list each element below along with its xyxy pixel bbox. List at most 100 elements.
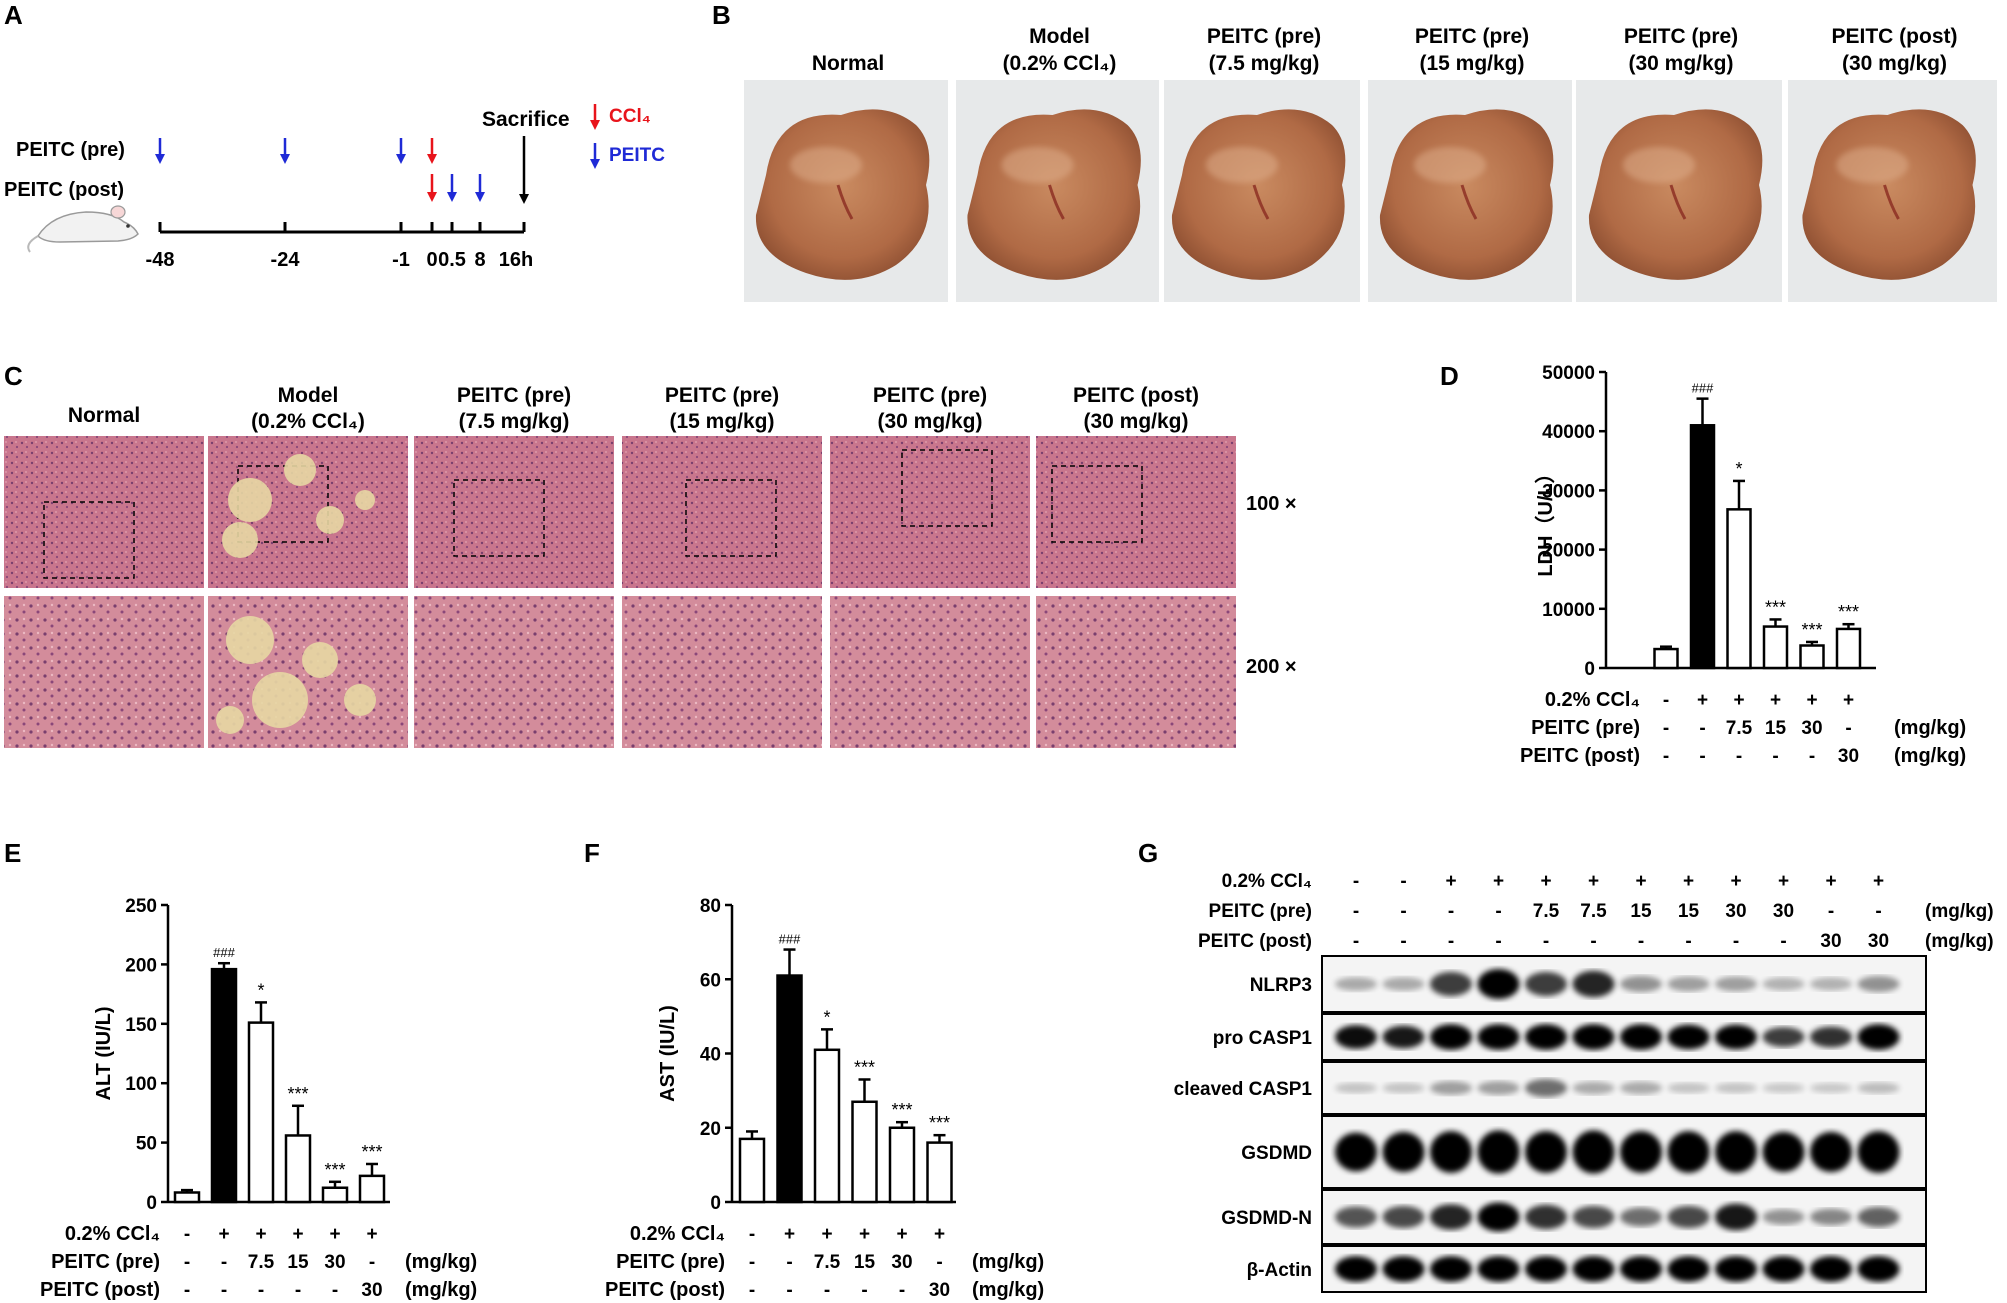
treatment-value: - [749,1280,755,1301]
panel-label-b: B [712,0,731,30]
blot-band [1620,976,1662,992]
treatment-label: PEITC (post) [1198,931,1312,952]
blot-band [1525,1024,1567,1050]
treatment-value: 7.5 [1533,901,1560,922]
treatment-value: - [369,1252,375,1273]
tissue-image [830,436,1030,588]
vacuole [216,706,244,734]
arrow-head [280,154,290,164]
arrow-head [475,192,485,202]
treatment-value: - [1495,931,1501,952]
treatment-value: - [1699,718,1705,739]
blot-band [1810,977,1852,991]
timeline-tick-label: 8 [474,249,485,271]
blot-band [1572,1081,1615,1095]
treatment-value: - [824,1280,830,1301]
treatment-label: PEITC (pre) [1209,901,1312,922]
blot-band [1762,1131,1805,1173]
vacuole [316,506,344,534]
group-header-line2: (0.2% CCl₄) [251,410,365,433]
treatment-value: - [1400,871,1406,892]
bar [1835,627,1862,670]
treatment-value: - [749,1252,755,1273]
arrow-head [427,192,437,202]
blot-band [1667,1082,1710,1094]
bar [813,1048,841,1204]
legend-peitc-label: PEITC [609,145,665,166]
treatment-label: 0.2% CCl₄ [1222,871,1312,892]
treatment-value: + [1635,871,1646,892]
histology-100x [830,436,1030,588]
blot-band [1430,1081,1472,1095]
liver-vessel [836,184,854,220]
blot-band [1715,976,1757,992]
arrow-head [396,154,406,164]
treatment-value: - [1353,901,1359,922]
treatment-value: - [1663,690,1669,711]
blot-band [1335,1256,1377,1282]
treatment-value: - [1685,931,1691,952]
vacuole [284,454,316,486]
group-header-line1: PEITC (pre) [1415,25,1529,48]
liver-highlight [1001,147,1074,183]
treatment-value: + [1843,690,1854,711]
group-header-line2: (30 mg/kg) [1083,410,1188,433]
treatment-value: 30 [1838,746,1859,767]
blot-band [1525,1078,1567,1098]
blot-label: NLRP3 [1250,975,1312,996]
liver-photo [1368,80,1572,302]
bar [851,1100,878,1204]
timeline-legend: CCl₄ PEITC [590,104,665,169]
histology-200x [414,596,614,748]
treatment-value: + [1540,871,1551,892]
blot-strip: pro CASP1 [1213,1013,1927,1061]
blot-band [1430,1204,1472,1230]
treatment-value: - [786,1280,792,1301]
group-header-line2: (7.5 mg/kg) [1209,52,1320,75]
blot-band [1477,1202,1520,1232]
arrow-head [155,154,165,164]
ccl4-arrow-icon [427,138,437,164]
liver-photo [956,80,1159,302]
group-header-line1: Model [1029,25,1090,48]
treatment-value: - [221,1252,227,1273]
blot-band [1667,976,1710,992]
treatment-value: + [1778,871,1789,892]
blot-band [1477,1081,1520,1095]
histology-200x [208,596,408,748]
blot-band [1572,1205,1615,1229]
blot-band [1810,1256,1852,1282]
row-label-peitc-post: PEITC (post) [4,179,124,201]
timeline-tick-label: 0 [426,249,437,271]
treatment-value: - [1845,718,1851,739]
blot-band [1525,1131,1567,1173]
y-tick-label: 200 [125,955,157,976]
timeline-tick-label: -48 [146,249,175,271]
treatment-value: 7.5 [248,1252,275,1273]
bar [926,1141,953,1204]
y-tick-label: 50000 [1542,363,1595,384]
legend-ccl4-label: CCl₄ [609,106,651,127]
panel-label-d: D [1440,361,1459,391]
y-tick-label: 30000 [1542,481,1595,502]
liver-photo [1164,80,1360,302]
treatment-unit: (mg/kg) [405,1279,477,1301]
panel-label-e: E [4,838,21,868]
magnification-200x: 200 × [1246,656,1297,678]
blot-band [1810,1208,1852,1226]
histology-100x [1036,436,1236,588]
group-header-line2: (30 mg/kg) [877,410,982,433]
treatment-unit: (mg/kg) [1925,931,1994,952]
mouse-icon [27,205,139,253]
treatment-value: 30 [1725,901,1746,922]
blot-band [1857,1256,1900,1282]
y-tick-label: 40 [700,1045,721,1066]
liver-vessel [1252,184,1270,220]
blot-band [1667,1205,1710,1229]
treatment-value: + [821,1224,832,1245]
liver-highlight [1836,147,1909,183]
histology-100x [414,436,614,588]
treatment-value: + [255,1224,266,1245]
blot-band [1620,1207,1662,1227]
treatment-label: PEITC (pre) [51,1251,160,1273]
